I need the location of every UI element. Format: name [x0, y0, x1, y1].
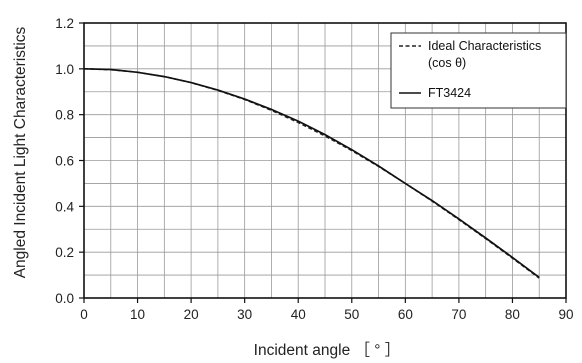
legend-label: (cos θ) [428, 56, 466, 70]
x-tick-label: 30 [237, 307, 252, 322]
y-tick-label: 0.4 [55, 199, 74, 214]
x-tick-label: 10 [130, 307, 145, 322]
legend: Ideal Characteristics (cos θ) FT3424 [390, 32, 567, 109]
y-axis-label: Angled Incident Light Characteristics [12, 26, 29, 278]
x-tick-label: 80 [505, 307, 520, 322]
x-tick-label: 50 [344, 307, 359, 322]
legend-label: FT3424 [428, 86, 471, 100]
x-axis-label: Incident angle ［ ° ］ [254, 341, 401, 359]
y-tick-label: 0.0 [55, 291, 74, 306]
y-tick-label: 0.6 [55, 154, 74, 169]
x-tick-label: 0 [80, 307, 88, 322]
series-layer [83, 67, 540, 279]
x-tick-label: 60 [398, 307, 413, 322]
x-tick-label: 70 [451, 307, 466, 322]
x-tick-label: 40 [291, 307, 306, 322]
y-tick-label: 1.0 [55, 62, 74, 77]
y-tick-label: 0.2 [55, 245, 74, 260]
y-tick-label: 0.8 [55, 108, 74, 123]
axis-ticks: 0 10 20 30 40 50 60 70 80 90 0.0 0.2 0.4 0.6 0.8 1.0 1.2 [55, 16, 573, 322]
x-tick-label: 90 [558, 307, 573, 322]
y-tick-label: 1.2 [55, 16, 74, 31]
x-tick-label: 20 [184, 307, 199, 322]
legend-label: Ideal Characteristics [428, 39, 541, 53]
series-line-ft3424 [83, 67, 540, 279]
